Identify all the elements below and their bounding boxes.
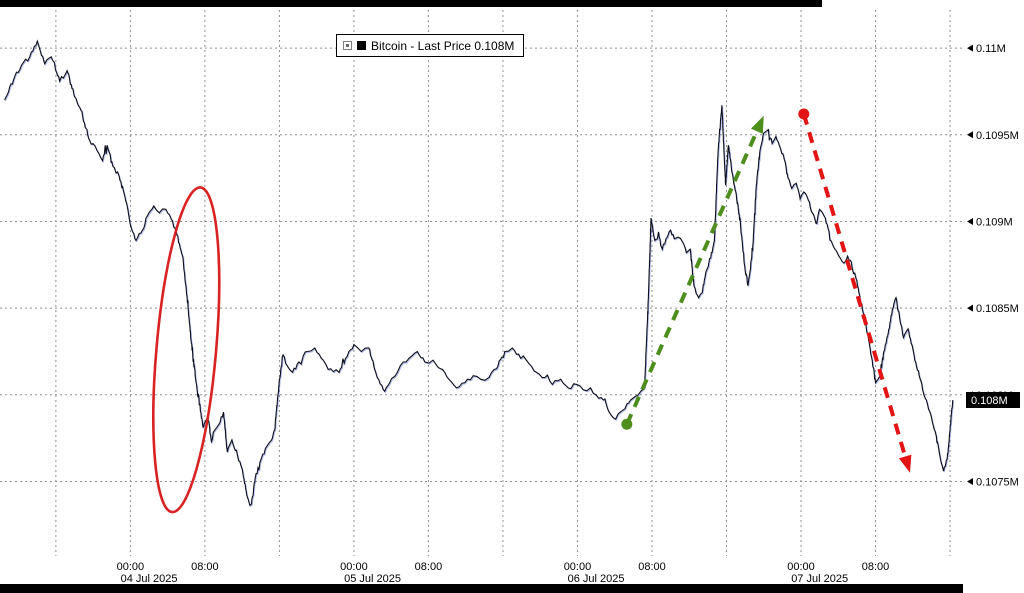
x-tick-label: 00:00 [564, 561, 592, 573]
y-tick-icon [967, 217, 973, 225]
price-line [4, 39, 954, 507]
annotation-arrow-line [625, 125, 761, 426]
annotation-arrowhead-icon [750, 115, 764, 134]
x-date-label: 05 Jul 2025 [344, 573, 401, 585]
y-tick-label: 0.109M [976, 216, 1013, 228]
bottom-chrome-bar [0, 584, 963, 593]
y-tick-label: 0.1075M [976, 476, 1019, 488]
series-swatch-icon [357, 41, 366, 50]
y-tick-label: 0.1085M [976, 303, 1019, 315]
last-price-badge [966, 392, 1020, 408]
y-tick-icon [967, 477, 973, 485]
x-tick-label: 08:00 [862, 561, 890, 573]
y-tick-label: 0.1095M [976, 130, 1019, 142]
y-tick-icon [967, 44, 973, 52]
y-tick-icon [967, 131, 973, 139]
x-date-label: 04 Jul 2025 [121, 573, 178, 585]
x-tick-label: 00:00 [117, 561, 145, 573]
annotation-arrow-line [801, 113, 909, 462]
price-line-shadow [5, 40, 955, 508]
annotation-arrow-start-dot [798, 108, 810, 120]
y-tick-label: 0.11M [976, 43, 1006, 55]
legend-label: Bitcoin - Last Price 0.108M [371, 38, 515, 53]
x-tick-label: 00:00 [787, 561, 815, 573]
y-tick-icon [967, 304, 973, 312]
legend[interactable]: Bitcoin - Last Price 0.108M [336, 34, 525, 57]
legend-collapse-icon[interactable] [343, 41, 352, 50]
annotation-arrow-start-dot [621, 418, 633, 430]
top-chrome-bar [0, 0, 822, 7]
annotation-ellipse [152, 186, 221, 514]
x-date-label: 06 Jul 2025 [568, 573, 625, 585]
x-tick-label: 08:00 [415, 561, 443, 573]
x-tick-label: 08:00 [191, 561, 219, 573]
annotation-arrowhead-icon [898, 454, 912, 473]
x-tick-label: 08:00 [638, 561, 666, 573]
x-tick-label: 00:00 [340, 561, 368, 573]
last-price-badge-label: 0.108M [971, 395, 1008, 407]
x-date-label: 07 Jul 2025 [791, 573, 848, 585]
